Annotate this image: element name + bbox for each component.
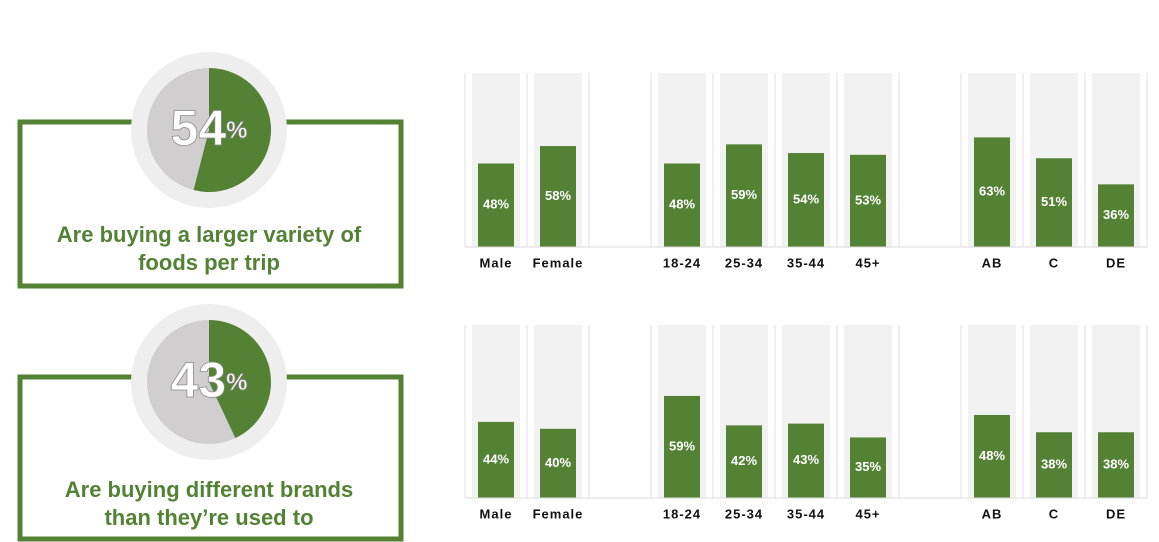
bar: [850, 154, 886, 247]
x-tick-label: DE: [1106, 255, 1126, 270]
value-label: 38%: [1103, 457, 1129, 472]
value-label: 36%: [1103, 207, 1129, 222]
bar: [850, 437, 886, 498]
value-label: 42%: [731, 453, 757, 468]
bar: [664, 163, 700, 247]
x-tick-label: AB: [982, 255, 1003, 270]
pie-slice: [193, 68, 271, 192]
x-tick-label: 18-24: [663, 255, 701, 270]
value-label: 38%: [1041, 457, 1067, 472]
bar: [726, 425, 762, 498]
x-tick-label: C: [1049, 506, 1059, 521]
bar: [788, 423, 824, 498]
bar: [478, 163, 514, 247]
x-tick-label: 25-34: [725, 506, 763, 521]
value-label: 53%: [855, 192, 881, 207]
value-label: 48%: [483, 197, 509, 212]
x-tick-label: Male: [480, 506, 513, 521]
bar: [478, 421, 514, 498]
x-tick-label: Male: [480, 255, 513, 270]
bar: [788, 153, 824, 247]
pie-slice: [209, 320, 271, 439]
pie-label: 54%: [171, 100, 248, 156]
value-label: 43%: [793, 452, 819, 467]
x-tick-label: 35-44: [787, 506, 825, 521]
value-label: 48%: [669, 197, 695, 212]
value-label: 54%: [793, 191, 819, 206]
x-tick-label: 45+: [855, 255, 880, 270]
bar: [726, 144, 762, 247]
value-label: 59%: [731, 187, 757, 202]
value-label: 35%: [855, 459, 881, 474]
x-tick-label: 45+: [855, 506, 880, 521]
caption: Are buying a larger variety of: [57, 222, 362, 247]
bar: [1036, 432, 1072, 498]
value-label: 51%: [1041, 194, 1067, 209]
bar: [540, 146, 576, 247]
value-label: 44%: [483, 451, 509, 466]
caption: Are buying different brands: [65, 477, 353, 502]
bar: [1098, 184, 1134, 247]
x-tick-label: C: [1049, 255, 1059, 270]
x-tick-label: 35-44: [787, 255, 825, 270]
bar: [974, 137, 1010, 247]
x-tick-label: Female: [533, 506, 584, 521]
x-tick-label: AB: [982, 506, 1003, 521]
caption: than they’re used to: [104, 505, 313, 530]
value-label: 59%: [669, 438, 695, 453]
bar: [540, 428, 576, 498]
pie-label: 43%: [171, 352, 248, 408]
value-label: 40%: [545, 455, 571, 470]
bar: [1098, 432, 1134, 498]
x-tick-label: 18-24: [663, 506, 701, 521]
bar: [1036, 158, 1072, 247]
value-label: 48%: [979, 448, 1005, 463]
value-label: 58%: [545, 188, 571, 203]
value-label: 63%: [979, 184, 1005, 199]
bar: [974, 414, 1010, 498]
caption: foods per trip: [138, 250, 280, 275]
bar: [664, 395, 700, 498]
x-tick-label: 25-34: [725, 255, 763, 270]
x-tick-label: Female: [533, 255, 584, 270]
x-tick-label: DE: [1106, 506, 1126, 521]
